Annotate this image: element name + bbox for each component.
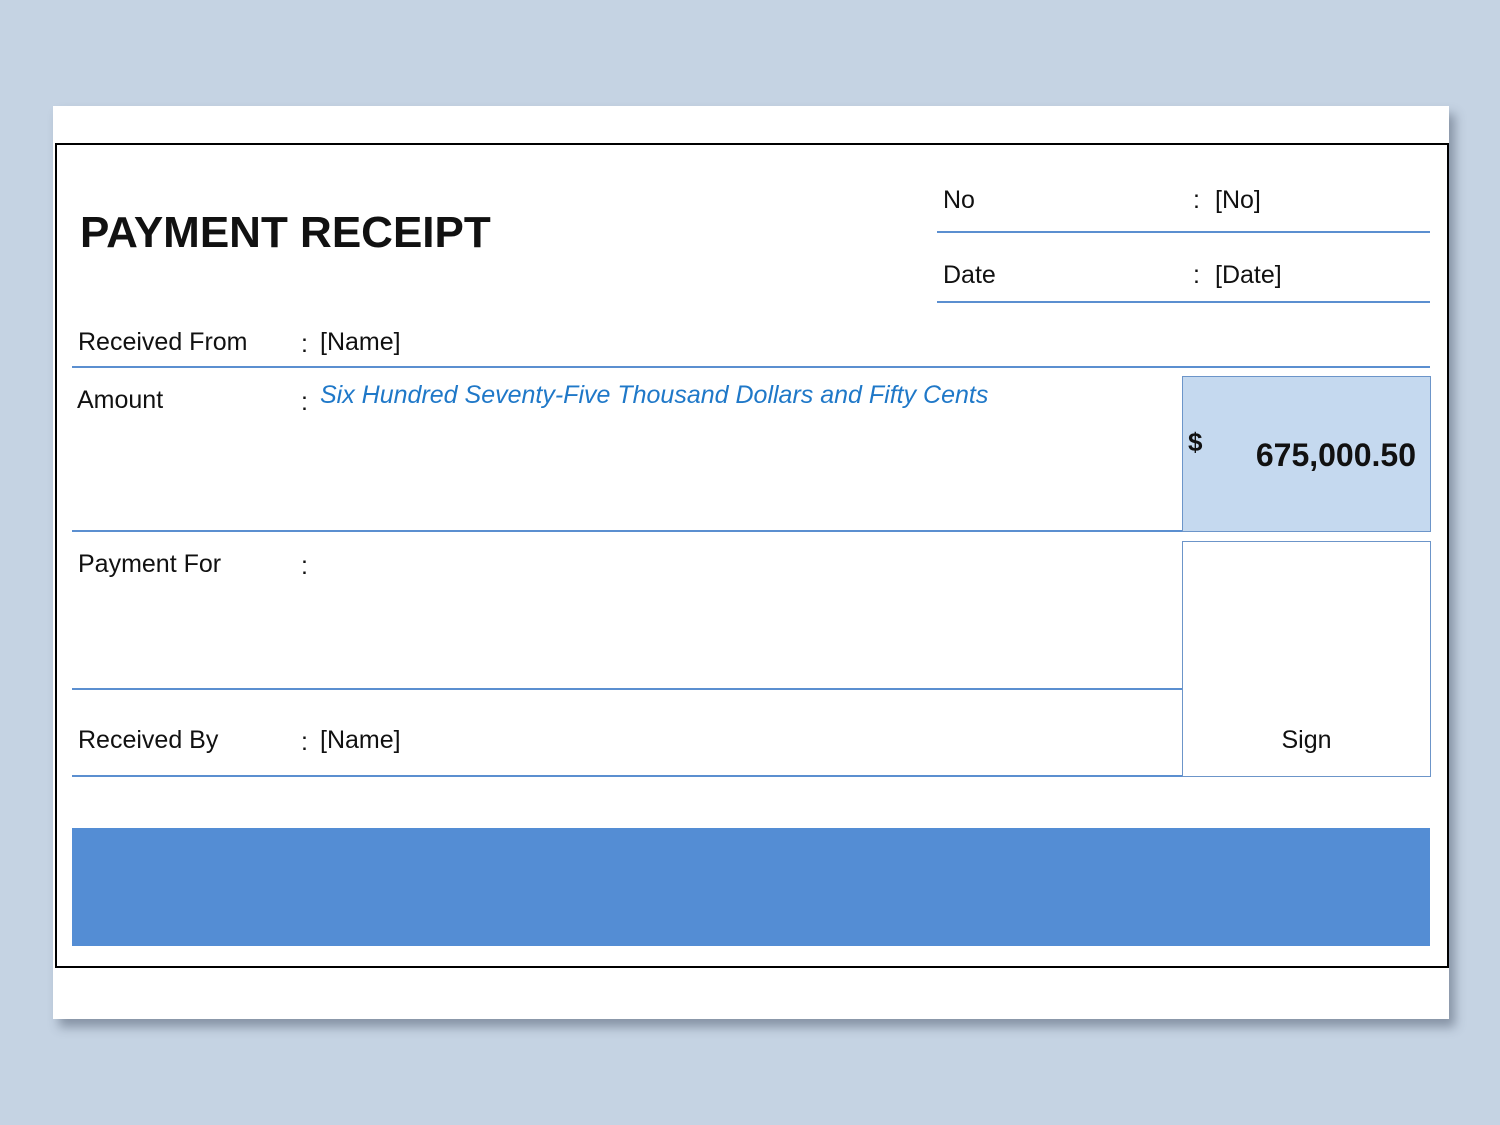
page-title: PAYMENT RECEIPT (80, 208, 491, 257)
amount-colon: : (301, 388, 308, 416)
received-from-label: Received From (78, 328, 248, 356)
date-value[interactable]: [Date] (1215, 261, 1282, 289)
receipt-frame (55, 143, 1449, 968)
no-colon: : (1193, 186, 1200, 214)
received-from-divider (72, 366, 1430, 368)
sign-label: Sign (1281, 726, 1332, 754)
payment-for-divider (72, 688, 1182, 690)
received-from-colon: : (301, 330, 308, 358)
amount-label: Amount (77, 386, 164, 414)
received-by-label: Received By (78, 726, 219, 754)
payment-for-colon: : (301, 552, 308, 580)
footer-banner (72, 828, 1430, 946)
received-from-value[interactable]: [Name] (320, 328, 401, 356)
date-colon: : (1193, 261, 1200, 289)
received-by-value[interactable]: [Name] (320, 726, 401, 754)
received-by-divider (72, 775, 1182, 777)
signature-box[interactable]: Sign (1182, 541, 1431, 777)
currency-symbol: $ (1188, 427, 1203, 457)
date-label: Date (943, 261, 996, 289)
payment-for-label: Payment For (78, 550, 222, 578)
no-label: No (943, 186, 975, 214)
received-by-colon: : (301, 728, 308, 756)
amount-divider (72, 530, 1182, 532)
no-divider (937, 231, 1430, 233)
amount-in-words[interactable]: Six Hundred Seventy-Five Thousand Dollar… (320, 381, 989, 409)
no-value[interactable]: [No] (1215, 186, 1261, 214)
amount-value[interactable]: 675,000.50 (1255, 437, 1416, 473)
date-divider (937, 301, 1430, 303)
amount-box: $ 675,000.50 (1182, 376, 1431, 532)
